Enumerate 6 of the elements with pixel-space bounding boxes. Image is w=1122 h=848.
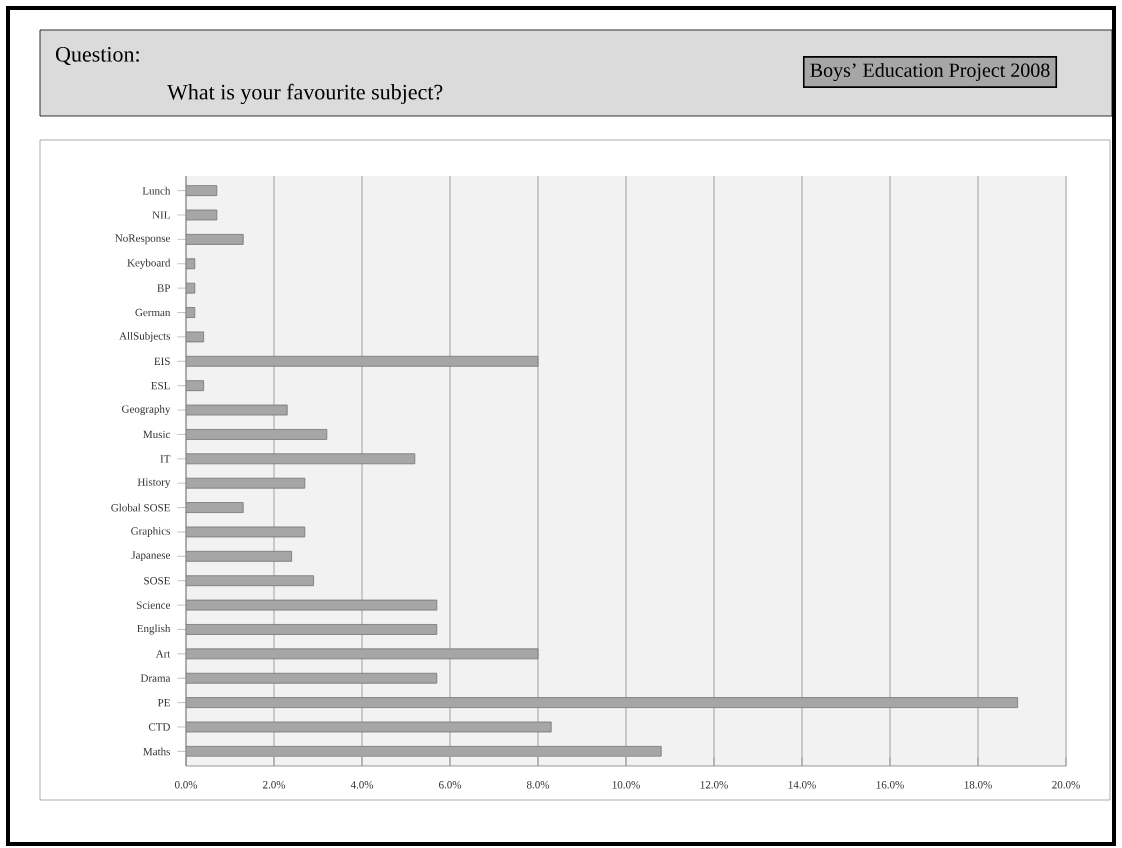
bar [186, 355, 539, 367]
chart-subtitle: What is your favourite subject? [167, 83, 443, 105]
bar [186, 745, 662, 757]
text: Boys’ Education Project 2008 [810, 62, 1050, 82]
bar [186, 697, 1019, 709]
chart-title: Question: [55, 46, 139, 66]
